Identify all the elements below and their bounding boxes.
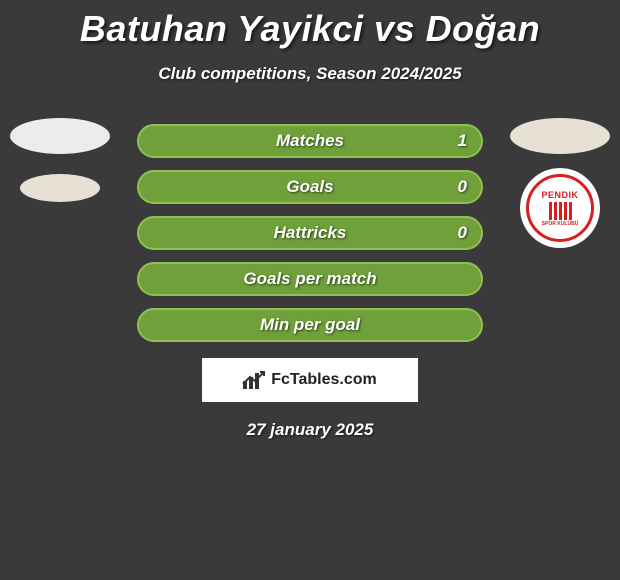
stat-bar: Hattricks 0 — [137, 216, 483, 250]
stat-label: Goals per match — [243, 269, 376, 289]
stat-row: Min per goal — [0, 308, 620, 342]
stat-label: Matches — [276, 131, 344, 151]
date: 27 january 2025 — [0, 420, 620, 440]
stat-label: Hattricks — [274, 223, 347, 243]
stats-chart: Matches 1 Goals 0 Hattricks 0 Goals per match M… — [0, 124, 620, 342]
stat-value: 0 — [458, 223, 467, 243]
branding-box: FcTables.com — [202, 358, 418, 402]
fctables-icon — [243, 371, 265, 389]
page-title: Batuhan Yayikci vs Doğan — [0, 0, 620, 50]
subtitle: Club competitions, Season 2024/2025 — [0, 64, 620, 84]
stat-bar: Goals per match — [137, 262, 483, 296]
stat-value: 0 — [458, 177, 467, 197]
stat-value: 1 — [458, 131, 467, 151]
stat-label: Min per goal — [260, 315, 360, 335]
stat-row: Goals 0 — [0, 170, 620, 204]
stat-bar: Goals 0 — [137, 170, 483, 204]
stat-bar: Min per goal — [137, 308, 483, 342]
stat-label: Goals — [286, 177, 333, 197]
stat-row: Matches 1 — [0, 124, 620, 158]
stat-row: Hattricks 0 — [0, 216, 620, 250]
branding-text: FcTables.com — [271, 371, 377, 389]
stat-row: Goals per match — [0, 262, 620, 296]
stat-bar: Matches 1 — [137, 124, 483, 158]
